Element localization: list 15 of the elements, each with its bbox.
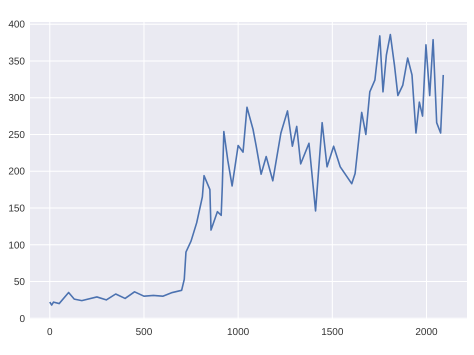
y-tick-label: 100 <box>8 240 26 252</box>
x-tick-label: 1000 <box>227 327 250 338</box>
y-tick-label: 150 <box>8 203 26 214</box>
x-tick-label: 0 <box>46 327 53 338</box>
y-tick-label: 400 <box>8 20 26 31</box>
y-tick-label: 200 <box>8 166 26 178</box>
y-tick-label: 50 <box>14 277 26 288</box>
x-tick-label: 2000 <box>415 327 438 338</box>
y-tick-label: 0 <box>19 314 26 325</box>
y-tick-label: 350 <box>8 56 26 68</box>
x-tick-label: 500 <box>136 327 153 338</box>
y-tick-label: 250 <box>8 130 26 141</box>
y-tick-label: 300 <box>8 93 26 104</box>
line-series <box>48 34 444 306</box>
x-tick-label: 1500 <box>321 327 344 338</box>
